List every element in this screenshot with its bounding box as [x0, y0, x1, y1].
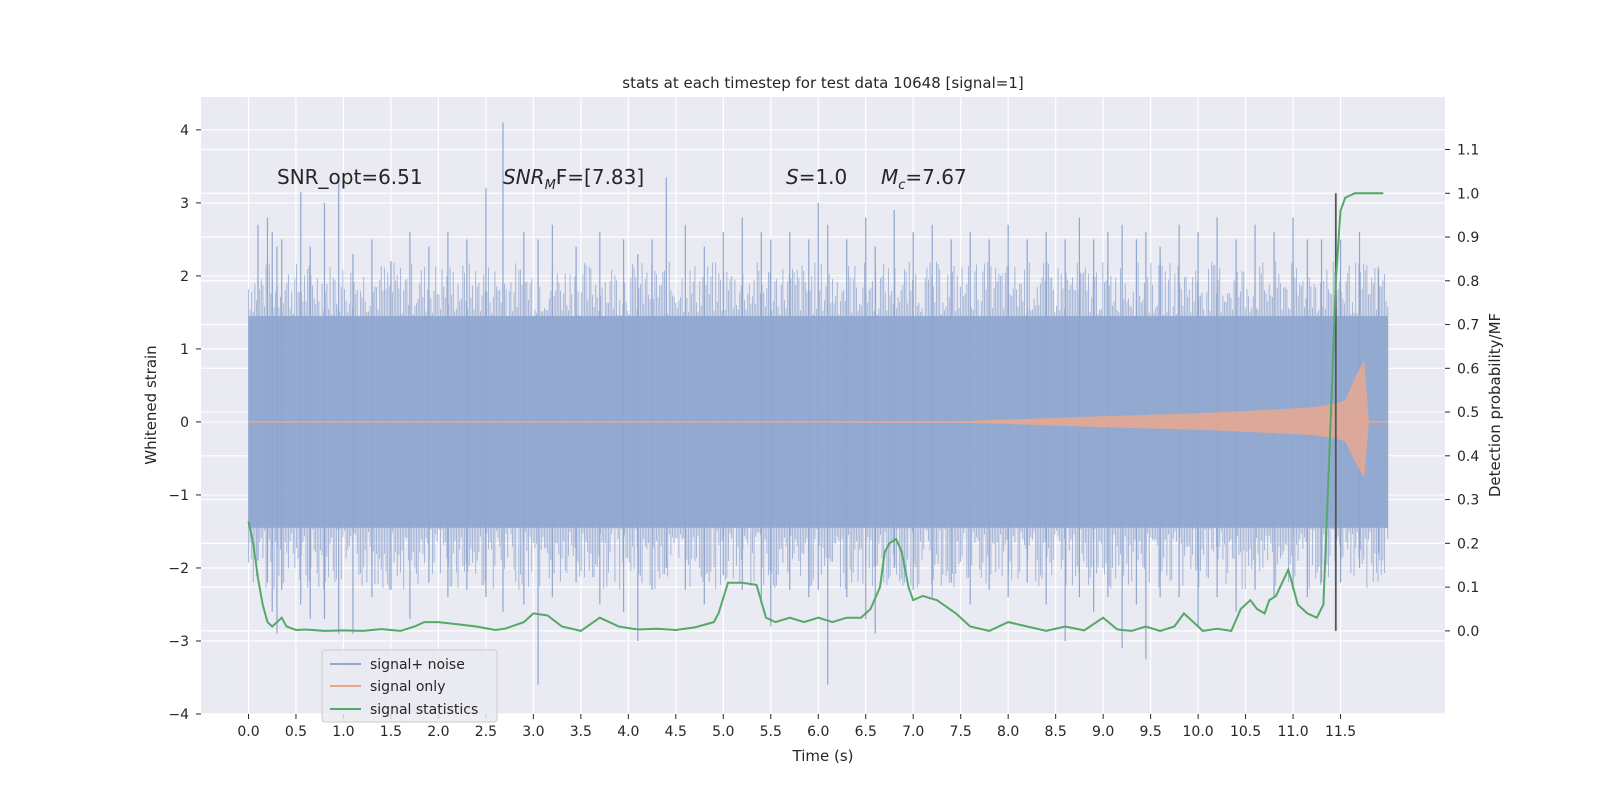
snr-mf-subscript: M — [545, 178, 556, 193]
right-y-tick-label: 0.4 — [1457, 449, 1479, 465]
x-tick-label: 1.5 — [380, 724, 402, 740]
left-y-tick-label: −1 — [168, 488, 189, 504]
chart-title: stats at each timestep for test data 106… — [622, 74, 1023, 92]
legend: signal+ noise signal only signal statist… — [321, 649, 498, 723]
s-rest: =1.0 — [799, 165, 848, 189]
right-y-tick-label: 1.0 — [1457, 186, 1479, 202]
right-y-tick-label: 0.0 — [1457, 624, 1479, 640]
right-axis-ticks: 1.1 1.0 0.9 0.8 0.7 0.6 0.5 0.4 0.3 0.2 0.1 0.0 — [1445, 143, 1479, 640]
x-tick-label: 0.0 — [237, 724, 259, 740]
legend-label-signal-statistics: signal statistics — [370, 702, 478, 718]
right-axis-label: Detection probability/MF — [1486, 313, 1504, 497]
left-axis-label: Whitened strain — [142, 345, 160, 464]
x-tick-label: 1.0 — [332, 724, 354, 740]
right-y-tick-label: 0.6 — [1457, 361, 1479, 377]
x-tick-label: 7.0 — [902, 724, 924, 740]
right-y-tick-label: 0.8 — [1457, 274, 1479, 290]
left-y-tick-label: 4 — [180, 123, 189, 139]
x-tick-label: 2.0 — [427, 724, 449, 740]
x-tick-label: 10.5 — [1230, 724, 1261, 740]
x-tick-label: 11.0 — [1277, 724, 1308, 740]
x-tick-label: 8.5 — [1045, 724, 1067, 740]
x-tick-label: 4.0 — [617, 724, 639, 740]
right-y-tick-label: 0.5 — [1457, 405, 1479, 421]
right-y-tick-label: 0.7 — [1457, 318, 1479, 334]
statistics-line — [247, 192, 1384, 633]
x-tick-label: 9.5 — [1139, 724, 1161, 740]
x-tick-label: 0.5 — [285, 724, 307, 740]
left-y-tick-label: 2 — [180, 269, 189, 285]
left-y-tick-label: 1 — [180, 342, 189, 358]
x-tick-label: 8.0 — [997, 724, 1019, 740]
annotation-snr-opt: SNR_opt=6.51 — [277, 165, 423, 189]
mc-rest: =7.67 — [905, 165, 966, 189]
left-y-tick-label: −4 — [168, 707, 189, 723]
x-tick-label: 2.5 — [475, 724, 497, 740]
right-y-tick-label: 1.1 — [1457, 143, 1479, 159]
legend-box — [321, 649, 498, 723]
x-tick-label: 6.0 — [807, 724, 829, 740]
legend-label-signal-noise: signal+ noise — [370, 657, 465, 673]
mc-subscript: c — [898, 178, 905, 193]
left-axis-ticks: 4 3 2 1 0 −1 −2 −3 −4 — [168, 123, 201, 723]
mc-name: M — [881, 165, 898, 189]
series-signal-statistics — [247, 192, 1384, 633]
annotation-mc: Mc=7.67 — [881, 165, 967, 193]
x-tick-label: 3.0 — [522, 724, 544, 740]
snr-mf-name: SNR — [503, 165, 545, 189]
series-signal-only — [248, 359, 1389, 478]
left-y-tick-label: 3 — [180, 196, 189, 212]
x-axis-ticks: 0.0 0.5 1.0 1.5 2.0 2.5 3.0 3.5 4.0 4.5 5.0 5.5 6.0 6… — [237, 714, 1356, 740]
left-y-tick-label: −3 — [168, 634, 189, 650]
left-y-tick-label: −2 — [168, 561, 189, 577]
x-tick-label: 10.0 — [1183, 724, 1214, 740]
x-axis-label: Time (s) — [792, 747, 854, 765]
x-tick-label: 5.5 — [760, 724, 782, 740]
right-y-tick-label: 0.1 — [1457, 580, 1479, 596]
right-y-tick-label: 0.2 — [1457, 536, 1479, 552]
left-y-tick-label: 0 — [180, 415, 189, 431]
s-name: S — [786, 165, 799, 189]
right-y-tick-label: 0.9 — [1457, 230, 1479, 246]
annotation-snr-mf: SNRMF=[7.83] — [503, 165, 644, 193]
annotation-s: S=1.0 — [786, 165, 847, 189]
x-tick-label: 5.0 — [712, 724, 734, 740]
x-tick-label: 9.0 — [1092, 724, 1114, 740]
x-tick-label: 4.5 — [665, 724, 687, 740]
right-y-tick-label: 0.3 — [1457, 493, 1479, 509]
x-tick-label: 11.5 — [1325, 724, 1356, 740]
x-tick-label: 7.5 — [950, 724, 972, 740]
x-tick-label: 3.5 — [570, 724, 592, 740]
signal-envelope — [248, 359, 1388, 478]
x-tick-label: 6.5 — [855, 724, 877, 740]
legend-label-signal-only: signal only — [370, 679, 445, 695]
snr-mf-rest: F=[7.83] — [556, 165, 644, 189]
